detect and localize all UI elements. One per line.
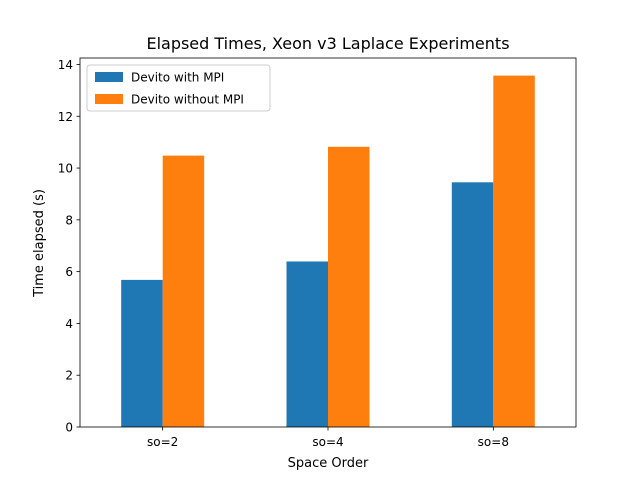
y-tick-label: 4 xyxy=(65,317,73,331)
legend-swatch xyxy=(95,94,123,104)
bar-without-mpi-so2 xyxy=(162,155,205,427)
bar-without-mpi-so8 xyxy=(493,75,535,427)
bar-with-mpi-so8 xyxy=(451,182,494,427)
legend-label: Devito with MPI xyxy=(131,71,224,85)
x-tick-label: so=4 xyxy=(312,435,343,449)
y-tick-label: 12 xyxy=(58,110,73,124)
x-axis-label: Space Order xyxy=(288,456,369,471)
legend-label: Devito without MPI xyxy=(131,93,244,107)
y-axis-label: Time elapsed (s) xyxy=(32,189,47,298)
y-tick-label: 6 xyxy=(65,265,73,279)
chart-title: Elapsed Times, Xeon v3 Laplace Experimen… xyxy=(146,34,509,53)
y-tick-label: 14 xyxy=(58,58,73,72)
bar-with-mpi-so4 xyxy=(286,261,328,427)
bar-with-mpi-so2 xyxy=(121,279,163,427)
legend: Devito with MPI Devito without MPI xyxy=(86,64,271,112)
y-tick-label: 10 xyxy=(58,162,73,176)
y-tick-label: 0 xyxy=(65,421,73,435)
bar-without-mpi-so4 xyxy=(328,146,370,428)
y-tick-label: 2 xyxy=(65,369,73,383)
x-tick-label: so=2 xyxy=(147,435,178,449)
y-tick-label: 8 xyxy=(65,213,73,227)
legend-swatch xyxy=(95,72,123,82)
x-tick-label: so=8 xyxy=(478,435,509,449)
plot-area: 0 2 4 6 8 10 12 14 so=2 so=4 so=8 xyxy=(58,57,577,449)
legend-box xyxy=(86,64,271,112)
